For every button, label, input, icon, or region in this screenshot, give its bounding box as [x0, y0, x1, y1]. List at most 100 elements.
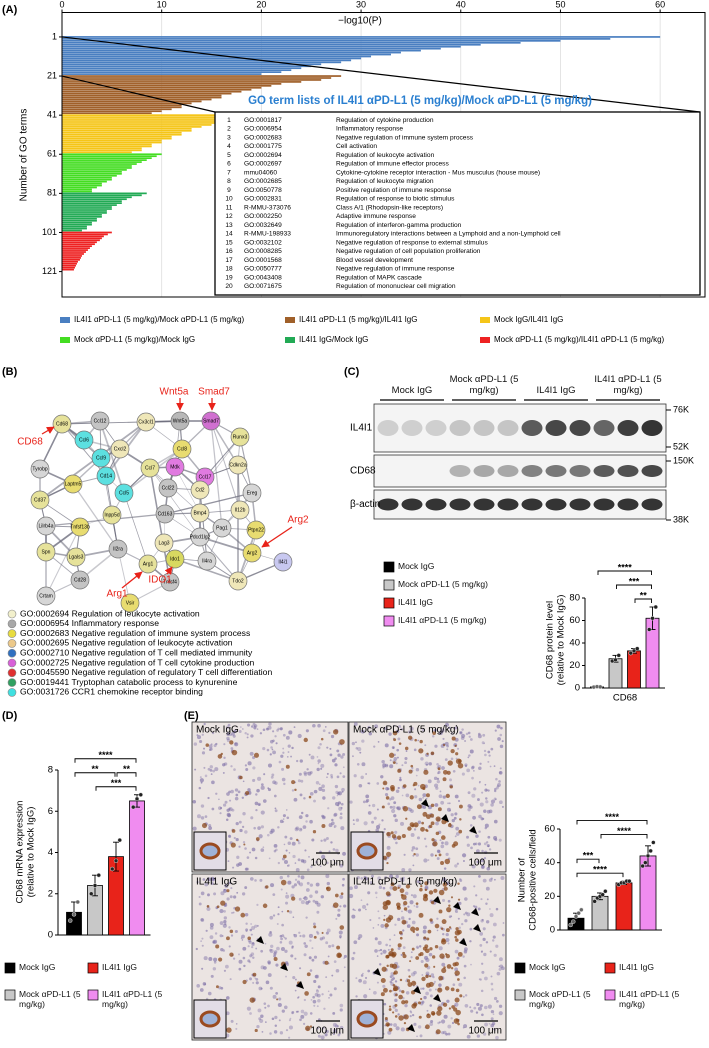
tissue-nucleus — [360, 729, 365, 734]
tissue-nucleus — [487, 789, 490, 792]
tissue-nucleus — [500, 726, 503, 730]
tissue-nucleus — [402, 946, 406, 949]
table-cell: Negative regulation of immune response — [336, 266, 455, 273]
table-cell: Inflammatory response — [336, 126, 403, 133]
bar — [62, 145, 152, 148]
tissue-nucleus — [498, 838, 502, 842]
cd68-stain — [455, 988, 460, 993]
legend-label: IL4I1 IgG — [619, 962, 654, 972]
cd68-stain — [425, 1024, 430, 1030]
tissue-nucleus — [249, 1012, 252, 1015]
tissue-nucleus — [223, 803, 227, 807]
tissue-nucleus — [425, 763, 428, 766]
cd68-stain — [205, 743, 210, 747]
sig-bracket — [576, 858, 600, 864]
tissue-nucleus — [436, 780, 440, 784]
cd68-stain — [382, 904, 389, 910]
tissue-nucleus — [255, 981, 259, 985]
tissue-nucleus — [208, 823, 212, 828]
tissue-nucleus — [351, 741, 355, 746]
tissue-nucleus — [349, 886, 353, 891]
bar — [62, 178, 112, 181]
tissue-nucleus — [269, 931, 272, 934]
tissue-nucleus — [362, 904, 367, 909]
cd68-stain — [391, 834, 397, 839]
tissue-nucleus — [483, 1032, 487, 1036]
tissue-nucleus — [416, 880, 420, 884]
network-edge — [72, 483, 119, 550]
tissue-nucleus — [326, 746, 329, 749]
node-label: Ereg — [247, 490, 258, 496]
tissue-nucleus — [263, 1002, 267, 1005]
tissue-nucleus — [282, 814, 286, 818]
tissue-nucleus — [291, 1011, 294, 1015]
legend-label: Mock αPD-L1 (5 mg/kg) — [398, 579, 488, 589]
tissue-nucleus — [288, 940, 293, 945]
blot-band — [449, 498, 471, 511]
blot-frame — [373, 489, 667, 520]
tissue-nucleus — [304, 896, 307, 899]
data-point — [592, 899, 597, 904]
tissue-nucleus — [248, 961, 251, 964]
cd68-stain — [313, 925, 317, 929]
cd68-stain — [393, 970, 398, 975]
tissue-nucleus — [381, 819, 384, 822]
bar — [62, 67, 302, 70]
tissue-nucleus — [463, 950, 468, 954]
tissue-nucleus — [436, 917, 439, 920]
tissue-nucleus — [310, 865, 313, 868]
tissue-nucleus — [268, 857, 271, 860]
tissue-nucleus — [389, 1023, 393, 1026]
table-cell: Adaptive immune response — [336, 213, 416, 220]
cd68-stain — [457, 951, 463, 957]
blot-frame — [373, 454, 667, 488]
tissue-nucleus — [494, 787, 497, 791]
bar — [62, 122, 222, 124]
tissue-nucleus — [406, 924, 411, 928]
blot-band — [593, 465, 615, 477]
network-node — [158, 478, 178, 498]
node-label: Tdo2 — [232, 578, 244, 584]
tissue-nucleus — [336, 775, 340, 779]
tissue-nucleus — [401, 916, 405, 920]
tissue-nucleus — [355, 741, 357, 744]
node-label: Cd68 — [56, 421, 68, 427]
tissue-nucleus — [396, 748, 400, 752]
node-label: Mdk — [170, 464, 180, 470]
cd68-stain — [280, 879, 287, 886]
tissue-nucleus — [337, 753, 341, 757]
tissue-nucleus — [411, 920, 416, 925]
tissue-nucleus — [372, 927, 375, 929]
tissue-nucleus — [320, 895, 324, 899]
tissue-nucleus — [203, 747, 206, 750]
tissue-nucleus — [479, 780, 481, 783]
tissue-nucleus — [469, 927, 473, 931]
tissue-nucleus — [382, 886, 386, 890]
tissue-nucleus — [257, 826, 261, 830]
tissue-nucleus — [413, 970, 417, 975]
tissue-nucleus — [274, 1024, 278, 1027]
tissue-nucleus — [489, 765, 492, 768]
tissue-nucleus — [432, 735, 435, 738]
node-label: Smad7 — [203, 418, 219, 424]
tissue-nucleus — [335, 968, 340, 973]
tissue-nucleus — [462, 886, 467, 891]
tissue-nucleus — [244, 867, 248, 871]
cd68-stain — [231, 829, 236, 833]
bar — [62, 114, 262, 117]
y-axis-title: CD68-positive cells/field — [528, 829, 539, 930]
tissue-nucleus — [288, 1036, 291, 1039]
cd68-stain — [252, 972, 257, 977]
data-point — [631, 648, 637, 654]
scale-label: 100 μm — [310, 858, 344, 869]
tissue-nucleus — [298, 827, 303, 832]
tissue-nucleus — [265, 727, 269, 730]
tissue-nucleus — [332, 848, 336, 851]
tissue-nucleus — [259, 1018, 264, 1023]
tissue-nucleus — [454, 812, 458, 816]
cd68-stain — [454, 997, 460, 1003]
tissue-nucleus — [258, 986, 263, 991]
tissue-nucleus — [467, 756, 470, 759]
tissue-nucleus — [279, 941, 283, 944]
cd68-stain — [432, 841, 438, 847]
